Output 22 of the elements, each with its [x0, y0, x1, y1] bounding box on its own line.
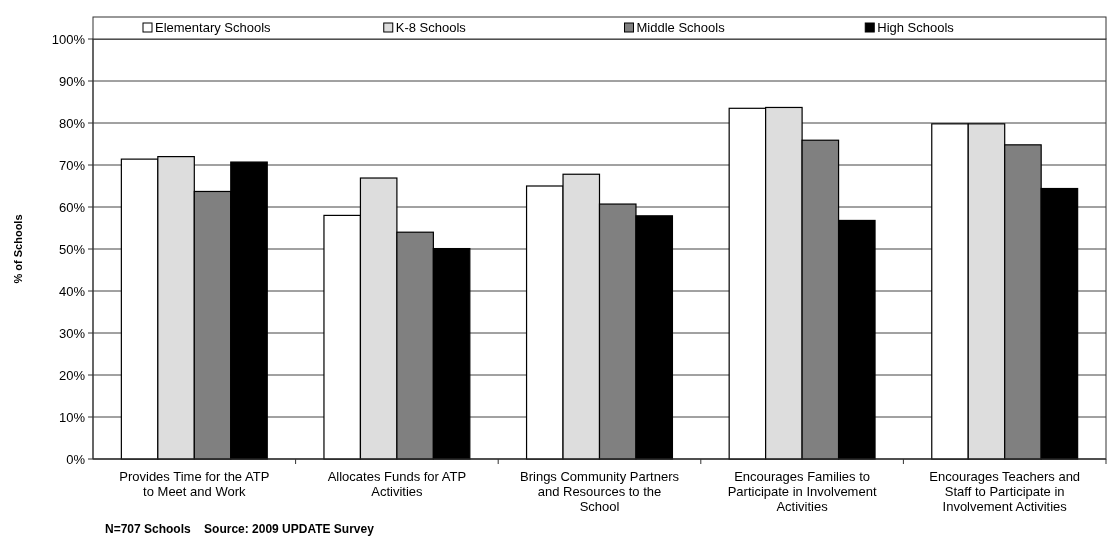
y-tick-label: 10% — [58, 409, 86, 425]
y-tick-label: 0% — [66, 451, 86, 467]
y-tick-label: 20% — [58, 367, 86, 383]
x-tick-label: Provides Time for the ATP to Meet and Work — [119, 469, 270, 499]
legend-label: Middle Schools — [636, 20, 726, 35]
y-tick-label: 70% — [58, 157, 86, 173]
legend-label: K-8 Schools — [395, 20, 467, 35]
x-tick-label: Allocates Funds for ATP Activities — [327, 469, 467, 499]
y-axis-title: % of Schools — [12, 214, 24, 284]
x-tick-label: Brings Community Partners and Resources to the School — [520, 469, 680, 514]
y-tick-label: 60% — [58, 199, 86, 215]
y-tick-label: 80% — [58, 115, 86, 131]
y-tick-label: 50% — [58, 241, 86, 257]
y-tick-label: 40% — [58, 283, 86, 299]
y-tick-label: 100% — [51, 31, 86, 47]
legend-label: High Schools — [877, 20, 955, 35]
legend-label: Elementary Schools — [155, 20, 272, 35]
y-tick-label: 30% — [58, 325, 86, 341]
text: N=707 Schools Source: 2009 UPDATE Survey — [105, 522, 375, 536]
x-tick-label: Encourages Teachers and Staff to Participate in Involvement Activities — [929, 469, 1081, 514]
x-tick-label: Encourages Families to Participate in Involvement Activities — [727, 469, 877, 514]
y-tick-label: 90% — [58, 73, 86, 89]
